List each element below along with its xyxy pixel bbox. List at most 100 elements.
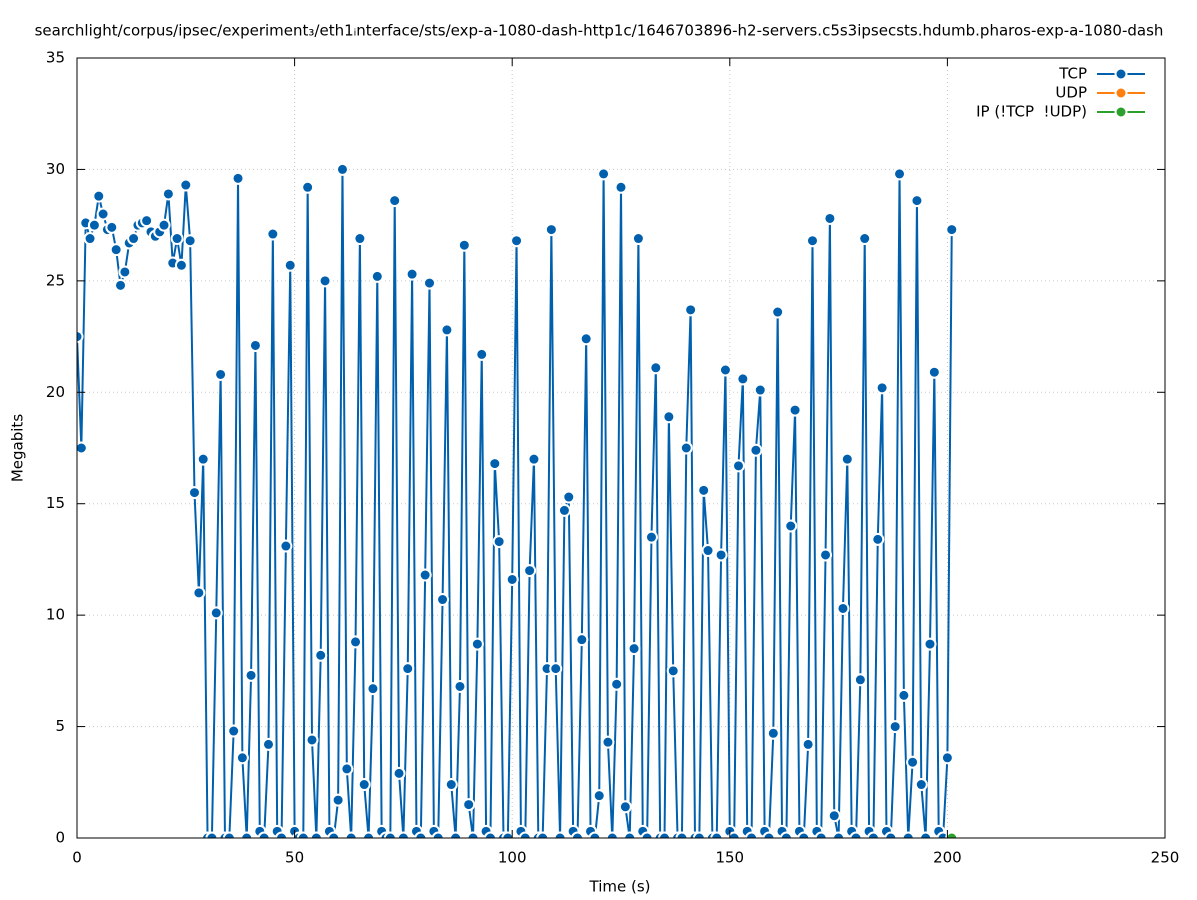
point [109, 243, 123, 257]
point [248, 338, 262, 352]
point [392, 766, 406, 780]
point [853, 673, 867, 687]
y-tick-label: 20 [46, 383, 65, 401]
chart-title: searchlight/corpus/ipsec/experiment₃/eth… [35, 22, 1164, 40]
point [209, 606, 223, 620]
point [240, 831, 254, 838]
point [127, 232, 141, 246]
point [357, 778, 371, 792]
point [344, 831, 358, 838]
point [340, 762, 354, 776]
x-tick-label: 50 [285, 849, 304, 867]
y-tick-label: 5 [55, 717, 65, 735]
point [501, 831, 515, 838]
point [462, 798, 476, 812]
legend-marker [1114, 86, 1128, 100]
point [871, 532, 885, 546]
point [718, 363, 732, 377]
point [766, 726, 780, 740]
point [483, 831, 497, 838]
point [222, 831, 236, 838]
point [157, 218, 171, 232]
point [649, 361, 663, 375]
legend-label: UDP [1055, 84, 1087, 102]
point [771, 305, 785, 319]
point [779, 831, 793, 838]
point [562, 490, 576, 504]
point [231, 171, 245, 185]
point [897, 688, 911, 702]
y-tick-label: 15 [46, 494, 65, 512]
point [405, 267, 419, 281]
point [914, 778, 928, 792]
point [314, 648, 328, 662]
point [235, 751, 249, 765]
point [83, 232, 97, 246]
point [353, 232, 367, 246]
point [536, 831, 550, 838]
point [77, 441, 88, 455]
point [183, 234, 197, 248]
series-line [77, 169, 953, 838]
point [627, 642, 641, 656]
point [370, 269, 384, 283]
x-axis-label: Time (s) [589, 878, 651, 896]
point [840, 452, 854, 466]
point [784, 519, 798, 533]
point [710, 831, 724, 838]
legend-marker [1114, 67, 1128, 81]
point [614, 180, 628, 194]
point [335, 162, 349, 176]
point [623, 831, 637, 838]
point [570, 831, 584, 838]
point [188, 486, 202, 500]
point [87, 218, 101, 232]
legend-marker [1114, 105, 1128, 119]
point [701, 544, 715, 558]
point [449, 831, 463, 838]
point [309, 831, 323, 838]
point [640, 831, 654, 838]
point [823, 211, 837, 225]
point [505, 572, 519, 586]
point [666, 664, 680, 678]
point [388, 194, 402, 208]
point [910, 194, 924, 208]
point [679, 441, 693, 455]
x-tick-label: 200 [933, 849, 962, 867]
x-tick-label: 0 [72, 849, 82, 867]
point [658, 831, 672, 838]
point [610, 677, 624, 691]
point [457, 238, 471, 252]
point [945, 223, 959, 237]
plot-frame [76, 57, 1166, 839]
point [470, 637, 484, 651]
point [266, 227, 280, 241]
y-tick-label: 0 [55, 829, 65, 847]
point [884, 831, 898, 838]
point [396, 831, 410, 838]
point [118, 265, 132, 279]
point [453, 679, 467, 693]
point [588, 831, 602, 838]
point [923, 637, 937, 651]
point [466, 831, 480, 838]
y-axis-label: Megabits [9, 414, 27, 482]
point [349, 635, 363, 649]
point [919, 831, 933, 838]
point [423, 276, 437, 290]
legend-label: IP (!TCP !UDP) [976, 103, 1087, 121]
point [518, 831, 532, 838]
point [527, 452, 541, 466]
point [714, 548, 728, 562]
point [196, 452, 210, 466]
point [444, 778, 458, 792]
point [114, 278, 128, 292]
point [418, 568, 432, 582]
point [797, 831, 811, 838]
point [727, 831, 741, 838]
x-tick-label: 250 [1151, 849, 1180, 867]
point [305, 733, 319, 747]
